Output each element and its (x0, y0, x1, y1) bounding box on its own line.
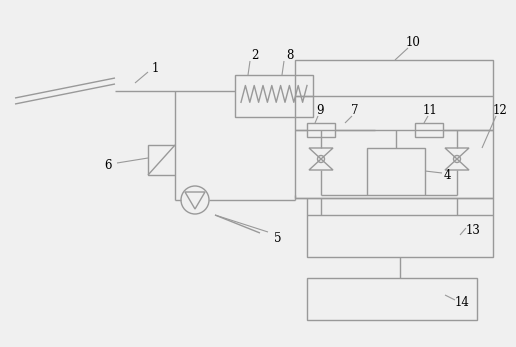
Text: 6: 6 (104, 159, 112, 171)
Text: 7: 7 (351, 103, 359, 117)
Text: 4: 4 (443, 169, 451, 181)
Bar (307, 278, 477, 320)
Text: 10: 10 (406, 35, 421, 49)
Bar (307, 123, 335, 137)
Bar (307, 215, 493, 257)
Bar (367, 148, 425, 195)
Text: 14: 14 (455, 296, 470, 310)
Text: 5: 5 (274, 231, 282, 245)
Bar (235, 75, 313, 117)
Text: 12: 12 (493, 103, 507, 117)
Text: 13: 13 (465, 223, 480, 237)
Text: 8: 8 (286, 49, 294, 61)
Bar (295, 60, 493, 198)
Text: 9: 9 (316, 103, 324, 117)
Text: 2: 2 (251, 49, 259, 61)
Text: 1: 1 (151, 61, 159, 75)
Text: 11: 11 (423, 103, 438, 117)
Bar (415, 123, 443, 137)
Bar (148, 145, 175, 175)
